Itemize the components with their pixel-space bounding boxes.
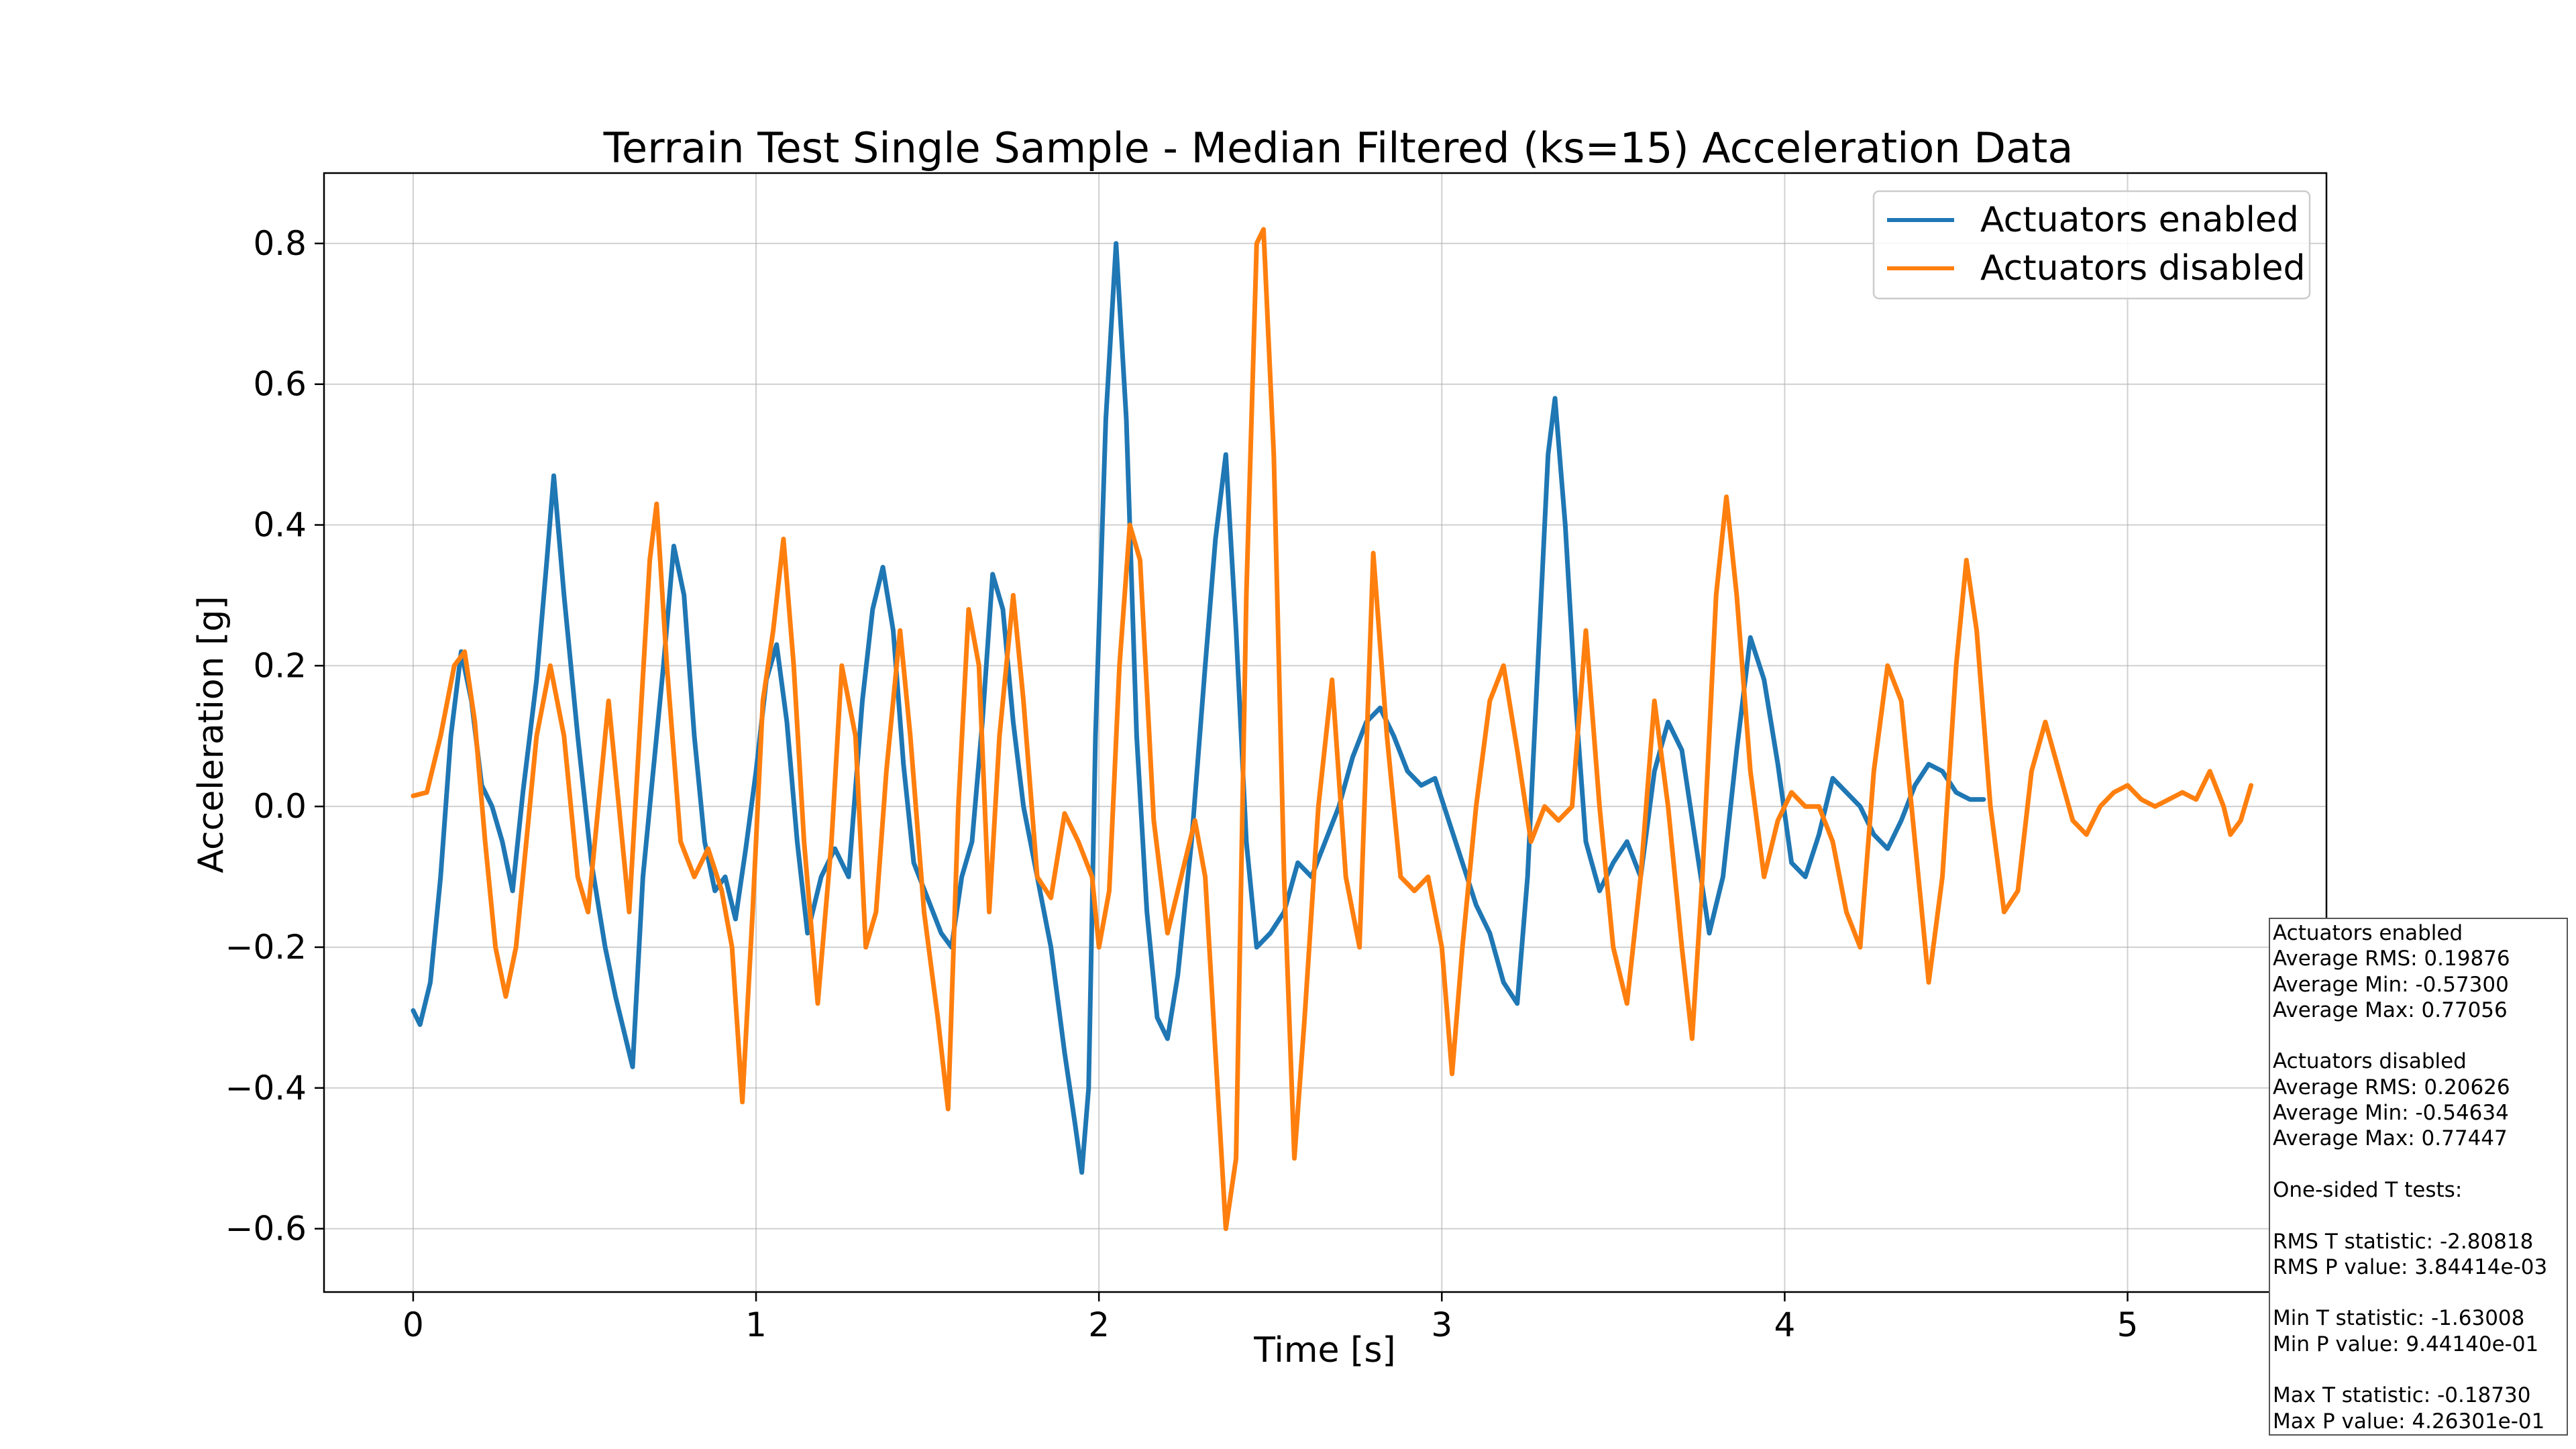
stats-line: Average Min: -0.54634 — [2273, 1101, 2509, 1126]
series-group — [411, 227, 2254, 1232]
stats-line: One-sided T tests: — [2273, 1177, 2463, 1202]
x-tick-label: 1 — [745, 1305, 767, 1344]
stats-line — [2273, 1023, 2564, 1049]
x-tick-label: 0 — [402, 1305, 424, 1344]
statistics-annotation-box: Actuators enabled Average RMS: 0.19876 Ave… — [2269, 918, 2568, 1436]
legend-label-enabled: Actuators enabled — [1980, 200, 2299, 240]
y-tick-label: −0.2 — [225, 928, 307, 967]
stats-line: Min T statistic: -1.63008 — [2273, 1306, 2525, 1331]
x-tick-label: 2 — [1088, 1305, 1110, 1344]
stats-line — [2273, 1203, 2564, 1228]
stats-line: Average Min: -0.57300 — [2273, 972, 2509, 997]
stats-line: Average Max: 0.77447 — [2273, 1126, 2508, 1151]
axis-ticks: 0 1 2 3 4 5 0.8 0.6 0.4 0.2 0.0 −0.2 −0.4 −0.6 — [225, 224, 2139, 1344]
y-tick-label: −0.6 — [225, 1210, 307, 1248]
y-tick-label: −0.4 — [225, 1069, 307, 1108]
y-tick-label: 0.0 — [253, 787, 307, 826]
legend-label-disabled: Actuators disabled — [1980, 248, 2306, 288]
stats-line: RMS T statistic: -2.80818 — [2273, 1229, 2534, 1254]
stats-line: Average Max: 0.77056 — [2273, 998, 2508, 1022]
stats-line — [2273, 1152, 2564, 1177]
plot-frame — [323, 172, 2328, 1293]
x-axis-label: Time [s] — [1253, 1330, 1395, 1371]
y-tick-label: 0.4 — [253, 506, 307, 545]
x-tick-label: 3 — [1431, 1305, 1452, 1344]
legend: Actuators enabled Actuators disabled — [1872, 190, 2311, 300]
x-tick-label: 5 — [2117, 1305, 2139, 1344]
y-tick-label: 0.6 — [253, 365, 307, 404]
x-tick-label: 4 — [1774, 1305, 1796, 1344]
series-line-actuators-enabled — [411, 241, 1986, 1175]
y-tick-label: 0.8 — [253, 224, 307, 263]
stats-line: Max P value: 4.26301e-01 — [2273, 1409, 2545, 1434]
y-tick-label: 0.2 — [253, 646, 307, 685]
stats-line: Min P value: 9.44140e-01 — [2273, 1332, 2539, 1356]
y-axis-label: Acceleration [g] — [191, 596, 231, 873]
stats-line: Average RMS: 0.19876 — [2273, 947, 2510, 971]
grid — [324, 173, 2326, 1292]
stats-line: RMS P value: 3.84414e-03 — [2273, 1254, 2548, 1279]
stats-line — [2273, 1357, 2564, 1383]
chart-title: Terrain Test Single Sample - Median Filt… — [603, 123, 2074, 172]
series-line-actuators-disabled — [411, 227, 2254, 1232]
stats-line: Max T statistic: -0.18730 — [2273, 1383, 2531, 1408]
stats-line: Actuators enabled — [2273, 921, 2463, 945]
stats-line: Average RMS: 0.20626 — [2273, 1075, 2510, 1099]
stats-line — [2273, 1280, 2564, 1305]
stats-line: Actuators disabled — [2273, 1049, 2467, 1074]
legend-box — [1872, 190, 2311, 300]
